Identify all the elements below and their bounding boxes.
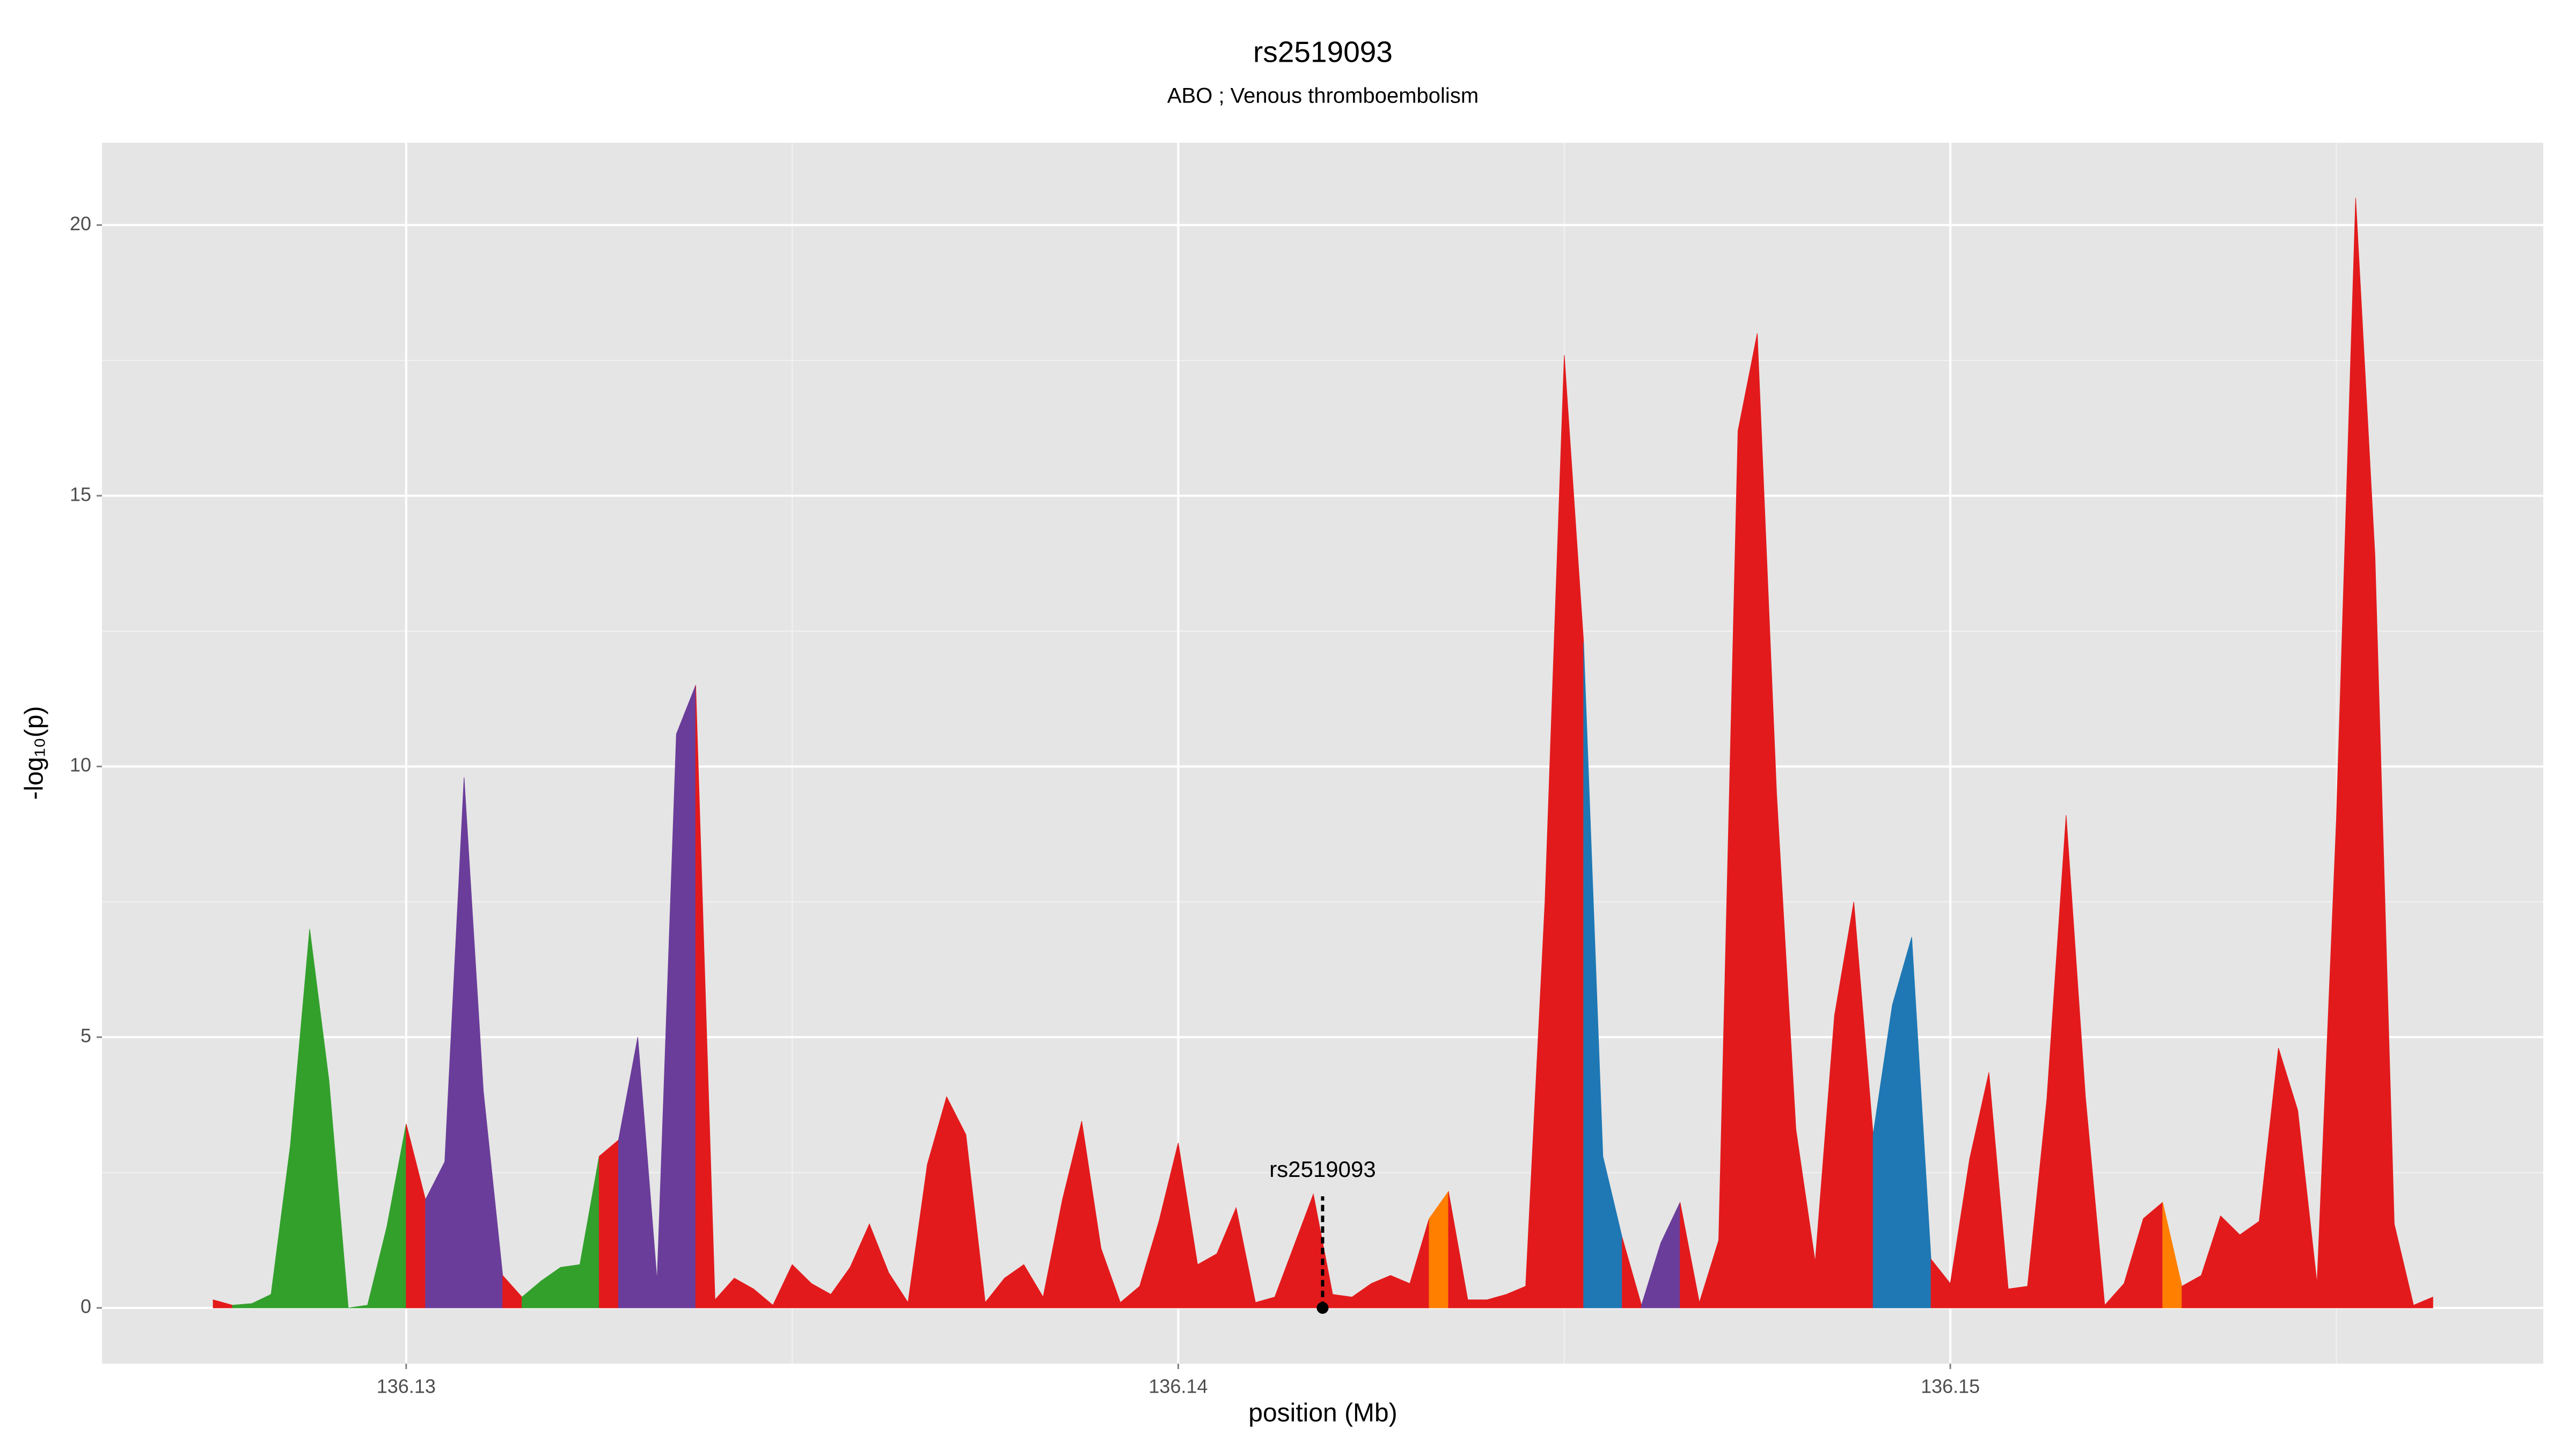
area-segment (695, 685, 1430, 1308)
annotation-point (1316, 1302, 1329, 1314)
plot-panel (102, 143, 2543, 1364)
y-tick-label: 5 (80, 1024, 91, 1046)
x-tick-label: 136.15 (1921, 1375, 1980, 1397)
y-tick-label: 15 (70, 483, 91, 505)
area-segment (425, 777, 503, 1308)
area-segment (2182, 197, 2433, 1308)
x-axis-label: position (Mb) (1248, 1399, 1397, 1428)
area-segment (522, 1156, 599, 1308)
y-tick-label: 0 (80, 1296, 91, 1318)
annotation-label: rs2519093 (1269, 1157, 1376, 1182)
y-tick-label: 10 (70, 754, 91, 776)
x-tick-label: 136.13 (377, 1375, 436, 1397)
area-segment (1448, 355, 1584, 1308)
area-segment (618, 685, 696, 1308)
x-tick-label: 136.14 (1148, 1375, 1208, 1397)
y-axis-label: -log₁₀(p) (20, 706, 49, 800)
y-tick-label: 20 (70, 213, 91, 235)
chart-title: rs2519093 (1253, 35, 1393, 69)
area-segment (598, 1139, 619, 1308)
chart-subtitle: ABO ; Venous thromboembolism (1167, 84, 1479, 108)
